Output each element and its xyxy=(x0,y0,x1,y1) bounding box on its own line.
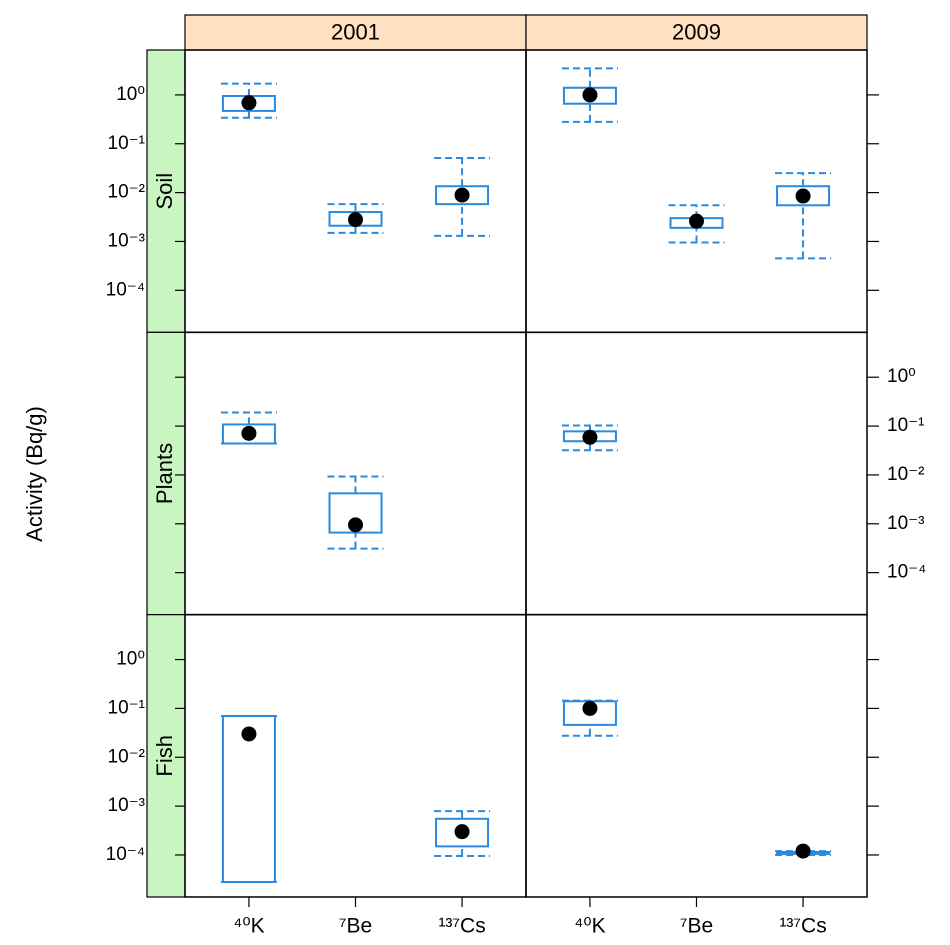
point xyxy=(454,187,470,203)
y-tick-label: 10⁰ xyxy=(887,366,916,387)
row-label: Fish xyxy=(152,735,177,777)
y-tick-label: 10⁻¹ xyxy=(108,697,146,718)
y-tick-label: 10⁻¹ xyxy=(108,133,146,154)
point xyxy=(241,425,257,441)
panel xyxy=(525,49,868,334)
row-label: Plants xyxy=(152,443,177,504)
x-tick-label: ¹³⁷Cs xyxy=(779,915,826,938)
panel xyxy=(525,613,868,898)
y-axis-label: Activity (Bq/g) xyxy=(22,406,47,542)
y-tick-label: 10⁻⁴ xyxy=(106,844,145,865)
row-strip xyxy=(146,614,186,898)
y-tick-label: 10⁻¹ xyxy=(887,415,925,436)
y-tick-label: 10⁻² xyxy=(108,182,146,203)
box xyxy=(435,185,490,206)
point xyxy=(582,87,598,103)
x-tick-label: ¹³⁷Cs xyxy=(438,915,485,938)
box xyxy=(328,492,383,534)
point xyxy=(582,700,598,716)
row-strip xyxy=(146,49,186,333)
point xyxy=(241,726,257,742)
x-tick-label: ⁷Be xyxy=(680,915,713,938)
box xyxy=(221,423,276,445)
column-label: 2001 xyxy=(331,19,380,44)
point xyxy=(795,188,811,204)
panel xyxy=(184,613,527,898)
point xyxy=(241,95,257,111)
panel xyxy=(184,331,527,616)
x-tick-label: ⁴⁰K xyxy=(574,915,605,938)
column-strip xyxy=(525,14,868,51)
point xyxy=(348,212,363,228)
y-tick-label: 10⁻³ xyxy=(108,230,146,251)
point xyxy=(795,843,811,859)
y-tick-label: 10⁻² xyxy=(108,746,146,767)
panel xyxy=(184,49,527,334)
box xyxy=(776,185,831,207)
y-tick-label: 10⁰ xyxy=(116,84,145,105)
point xyxy=(689,213,704,229)
y-tick-label: 10⁻⁴ xyxy=(106,279,145,300)
y-tick-label: 10⁻³ xyxy=(108,795,146,816)
panel xyxy=(525,331,868,616)
y-tick-label: 10⁻² xyxy=(887,464,925,485)
y-tick-label: 10⁰ xyxy=(116,649,145,670)
row-label: Soil xyxy=(152,173,177,210)
x-tick-label: ⁷Be xyxy=(339,915,372,938)
point xyxy=(582,429,598,445)
box xyxy=(435,817,490,848)
point xyxy=(348,517,363,533)
x-tick-label: ⁴⁰K xyxy=(233,915,264,938)
box xyxy=(221,714,276,883)
y-tick-label: 10⁻³ xyxy=(887,513,925,534)
y-tick-label: 10⁻⁴ xyxy=(887,562,926,583)
column-strip xyxy=(184,14,527,51)
column-label: 2009 xyxy=(672,19,721,44)
point xyxy=(454,824,470,840)
